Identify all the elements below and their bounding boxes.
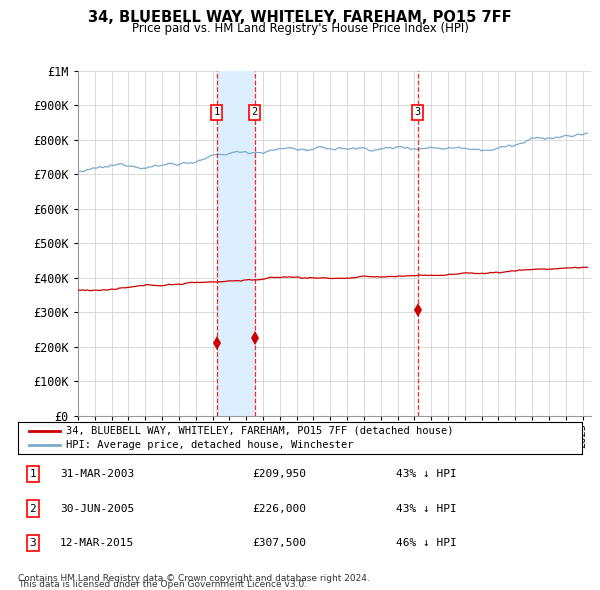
Text: £209,950: £209,950 <box>252 470 306 479</box>
Text: 1: 1 <box>214 107 220 117</box>
Text: 2: 2 <box>29 504 37 513</box>
Text: 3: 3 <box>415 107 421 117</box>
Text: 43% ↓ HPI: 43% ↓ HPI <box>396 504 457 513</box>
Text: 30-JUN-2005: 30-JUN-2005 <box>60 504 134 513</box>
Text: £226,000: £226,000 <box>252 504 306 513</box>
Text: 31-MAR-2003: 31-MAR-2003 <box>60 470 134 479</box>
Text: HPI: Average price, detached house, Winchester: HPI: Average price, detached house, Winc… <box>66 440 353 450</box>
Text: 3: 3 <box>29 538 37 548</box>
Bar <box>217 71 254 416</box>
Text: Contains HM Land Registry data © Crown copyright and database right 2024.: Contains HM Land Registry data © Crown c… <box>18 574 370 583</box>
Text: This data is licensed under the Open Government Licence v3.0.: This data is licensed under the Open Gov… <box>18 581 307 589</box>
Text: 12-MAR-2015: 12-MAR-2015 <box>60 538 134 548</box>
Text: 2: 2 <box>251 107 258 117</box>
Text: 34, BLUEBELL WAY, WHITELEY, FAREHAM, PO15 7FF: 34, BLUEBELL WAY, WHITELEY, FAREHAM, PO1… <box>88 10 512 25</box>
Text: 34, BLUEBELL WAY, WHITELEY, FAREHAM, PO15 7FF (detached house): 34, BLUEBELL WAY, WHITELEY, FAREHAM, PO1… <box>66 426 454 436</box>
Text: 1: 1 <box>29 470 37 479</box>
Text: 46% ↓ HPI: 46% ↓ HPI <box>396 538 457 548</box>
Text: 43% ↓ HPI: 43% ↓ HPI <box>396 470 457 479</box>
Text: Price paid vs. HM Land Registry's House Price Index (HPI): Price paid vs. HM Land Registry's House … <box>131 22 469 35</box>
Text: £307,500: £307,500 <box>252 538 306 548</box>
